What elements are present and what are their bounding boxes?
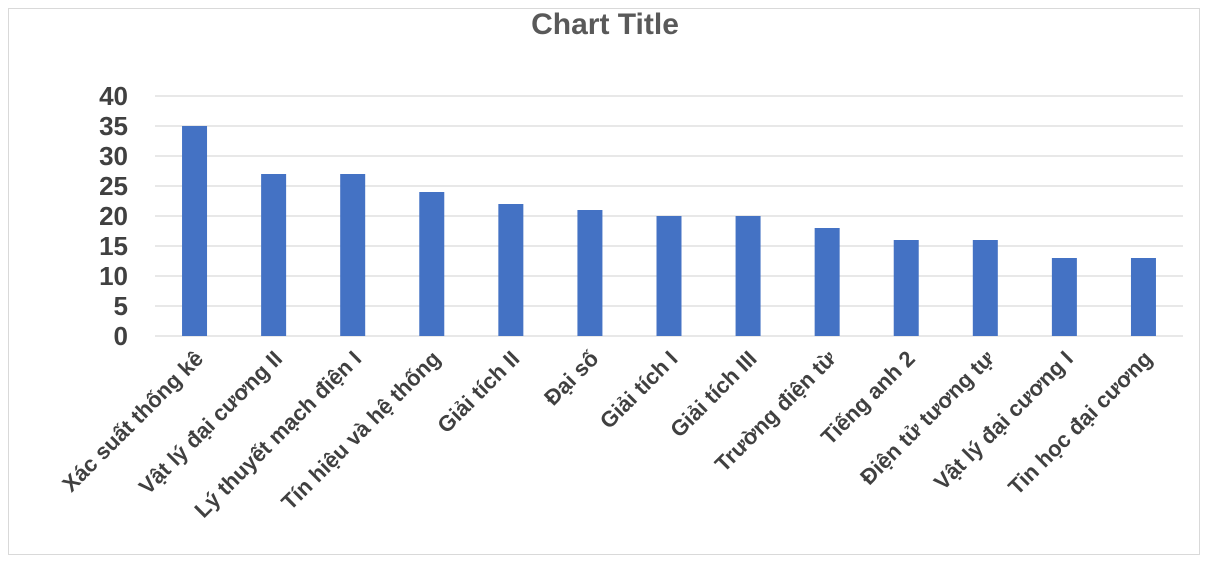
x-tick-label: Tín hiệu và hệ thống <box>276 346 445 515</box>
bar <box>577 210 603 336</box>
y-tick-label: 40 <box>99 81 128 111</box>
x-tick-label: Giải tích II <box>432 346 524 438</box>
bar <box>1130 258 1156 336</box>
bar <box>498 204 524 336</box>
bar <box>893 240 919 336</box>
bar <box>735 216 761 336</box>
y-tick-label: 0 <box>114 321 128 351</box>
x-tick-label: Điện tử tương tự <box>855 346 999 490</box>
x-tick-label: Vật lý đại cương II <box>134 346 287 499</box>
bar <box>340 174 366 336</box>
bar <box>814 228 840 336</box>
y-tick-label: 10 <box>99 261 128 291</box>
bar <box>1051 258 1077 336</box>
x-tick-label: Xác suất thống kê <box>57 346 208 497</box>
bar <box>972 240 998 336</box>
bar <box>419 192 445 336</box>
bars <box>182 126 1156 336</box>
y-tick-label: 5 <box>114 291 128 321</box>
y-tick-label: 15 <box>99 231 128 261</box>
bar <box>261 174 287 336</box>
x-tick-label: Vật lý đại cương I <box>929 346 1078 495</box>
y-tick-label: 30 <box>99 141 128 171</box>
y-tick-label: 25 <box>99 171 128 201</box>
bar <box>182 126 208 336</box>
y-tick-label: 35 <box>99 111 128 141</box>
x-tick-label: Tin học đại cương <box>1003 346 1157 500</box>
y-tick-label: 20 <box>99 201 128 231</box>
x-tick-label: Đại số <box>539 346 603 410</box>
chart-title: Chart Title <box>531 8 679 41</box>
bar <box>656 216 682 336</box>
